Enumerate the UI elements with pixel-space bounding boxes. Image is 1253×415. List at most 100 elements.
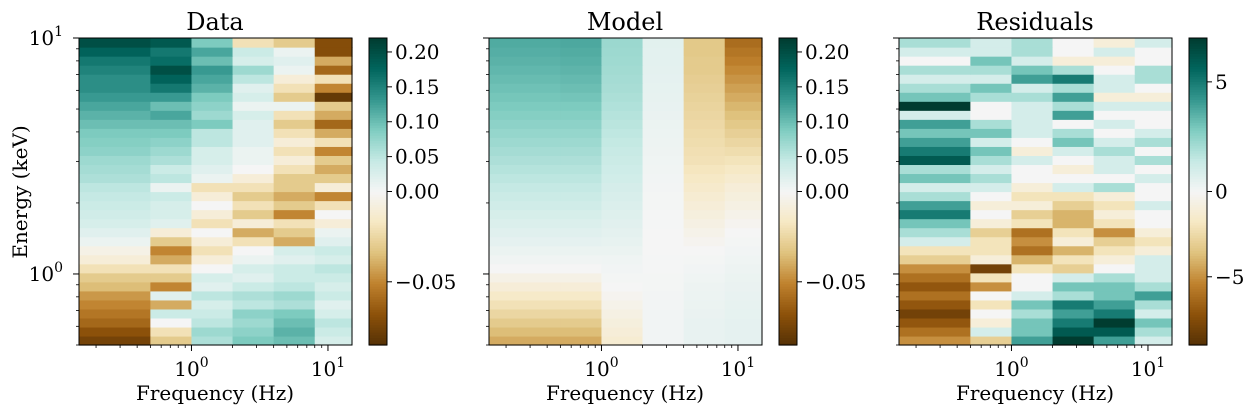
heatmap-cell — [724, 128, 763, 138]
colorbar-segment — [1189, 298, 1207, 303]
heatmap-cell — [79, 101, 151, 111]
heatmap-cell — [970, 146, 1013, 156]
colorbar-segment — [779, 63, 797, 67]
colorbar-segment — [369, 327, 387, 331]
colorbar-segment — [779, 104, 797, 108]
heatmap-cell — [79, 245, 151, 256]
heatmap-cell — [1093, 317, 1136, 328]
heatmap-cell — [314, 272, 353, 283]
heatmap-cell — [79, 299, 151, 310]
colorbar-segment — [1189, 112, 1207, 116]
colorbar-segment — [369, 48, 387, 52]
heatmap-cell — [232, 110, 275, 120]
heatmap-cell — [1052, 74, 1095, 84]
heatmap-cell — [232, 65, 275, 75]
colorbar-segment — [779, 117, 797, 121]
heatmap-cell — [191, 245, 234, 256]
heatmap-cell — [724, 209, 763, 220]
heatmap-cell — [560, 245, 603, 256]
heatmap-cell — [150, 326, 193, 337]
heatmap-cell — [1052, 137, 1095, 147]
heatmap-cell — [150, 290, 193, 301]
heatmap-cell — [314, 290, 353, 301]
heatmap-cell — [1052, 290, 1095, 301]
colorbar-segment — [1189, 275, 1207, 280]
colorbar-segment — [779, 219, 797, 223]
colorbar-segment — [779, 101, 797, 106]
heatmap-cell — [601, 191, 644, 202]
heatmap-cell — [273, 74, 316, 84]
heatmap-cell — [601, 146, 644, 156]
colorbar-segment — [369, 73, 387, 77]
colorbar-segment — [1189, 38, 1207, 42]
heatmap-cell — [150, 317, 193, 328]
heatmap-cell — [232, 119, 275, 129]
heatmap-cell — [724, 191, 763, 202]
heatmap-cell — [191, 137, 234, 147]
heatmap-cell — [601, 92, 644, 102]
heatmap-cell — [724, 326, 763, 337]
heatmap-cell — [79, 227, 151, 238]
colorbar-segment — [369, 273, 387, 277]
heatmap-cell — [560, 236, 603, 247]
heatmap-cell — [314, 326, 353, 337]
heatmap-cell — [899, 146, 971, 156]
colorbar-segment — [779, 183, 797, 187]
colorbar-segment — [369, 94, 387, 98]
heatmap-cell — [1011, 173, 1054, 184]
colorbar-segment — [779, 84, 797, 88]
colorbar-segment — [369, 339, 387, 344]
heatmap-cell — [724, 83, 763, 93]
heatmap-cell — [273, 119, 316, 129]
heatmap-cell — [273, 92, 316, 102]
heatmap-cell — [79, 110, 151, 120]
heatmap-cell — [1134, 164, 1173, 175]
heatmap-cell — [273, 182, 316, 193]
colorbar-segment — [369, 237, 387, 241]
heatmap-cell — [191, 110, 234, 120]
colorbar-segment — [1189, 247, 1207, 251]
heatmap-cell — [899, 101, 971, 111]
heatmap-cell — [150, 74, 193, 84]
heatmap-cell — [724, 155, 763, 166]
heatmap-cell — [560, 155, 603, 166]
colorbar-segment — [369, 260, 387, 264]
colorbar-segment — [1189, 191, 1207, 195]
heatmap-cell — [1093, 182, 1136, 193]
colorbar-segment — [779, 53, 797, 57]
colorbar-segment — [1189, 61, 1207, 65]
heatmap-cell — [273, 281, 316, 292]
colorbar-segment — [1189, 160, 1207, 164]
heatmap-cell — [1011, 272, 1054, 283]
colorbar-segment — [779, 201, 797, 205]
heatmap-cell — [489, 173, 561, 184]
colorbar-segment — [779, 163, 797, 167]
colorbar-segment — [779, 291, 797, 295]
colorbar-tick-label: 0 — [1215, 180, 1228, 204]
heatmap-cell — [1134, 182, 1173, 193]
heatmap-cell — [150, 128, 193, 138]
colorbar-segment — [369, 288, 387, 292]
heatmap-cell — [1134, 74, 1173, 84]
colorbar-segment — [779, 171, 797, 175]
colorbar-segment — [779, 66, 797, 70]
heatmap-cell — [899, 182, 971, 193]
colorbar-segment — [1189, 314, 1207, 318]
heatmap-cell — [232, 317, 275, 328]
heatmap-cell — [899, 173, 971, 184]
heatmap-cell — [489, 290, 561, 301]
heatmap-cell — [273, 137, 316, 147]
model-heatmap-panel: Model Frequency (Hz) 100 1010.200.150.100… — [483, 8, 866, 405]
heatmap-cell — [724, 56, 763, 66]
heatmap-cell — [899, 137, 971, 147]
colorbar-segment — [779, 71, 797, 75]
heatmap-cell — [79, 74, 151, 84]
heatmap-cell — [1011, 254, 1054, 265]
heatmap-cell — [79, 326, 151, 337]
heatmap-cell — [1134, 83, 1173, 93]
colorbar-segment — [1189, 55, 1207, 60]
heatmap-cell — [79, 254, 151, 265]
colorbar-segment — [1189, 153, 1207, 157]
heatmap-cell — [489, 263, 561, 274]
heatmap-cell — [683, 101, 726, 111]
